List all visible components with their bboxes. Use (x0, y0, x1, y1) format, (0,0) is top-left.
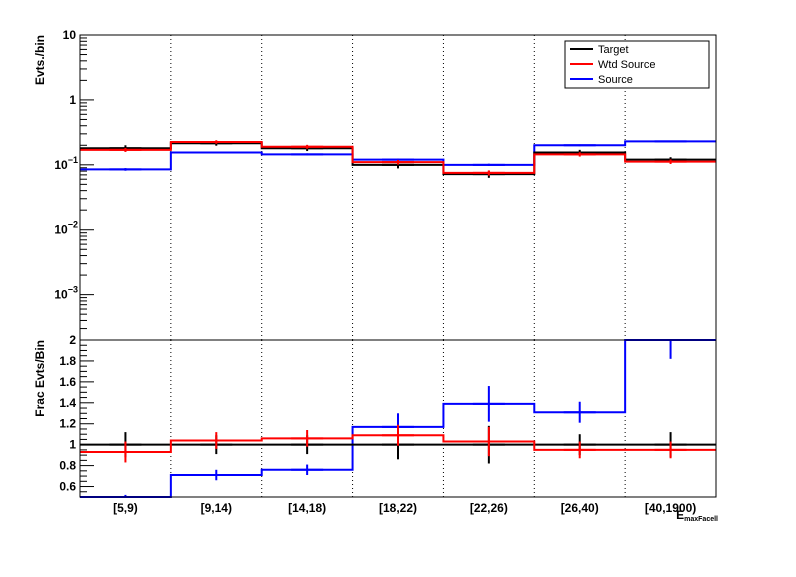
x-tick-label: [18,22) (379, 501, 417, 515)
bottom-plot-frame (79, 339, 717, 498)
tick-base: 10 (54, 223, 68, 237)
legend-entries: Target Wtd Source Source (570, 44, 655, 86)
x-axis-title: EmaxFacell (676, 508, 718, 523)
top-y-tick-label: 10 (63, 28, 77, 42)
top-y-tick-label: 10−2 (54, 220, 78, 237)
bottom-y-tick-label: 1.2 (59, 417, 76, 431)
bottom-y-tick-label: 0.6 (59, 480, 76, 494)
bottom-y-tick-label: 0.8 (59, 459, 76, 473)
bottom-y-tick-label: 1.6 (59, 375, 76, 389)
series-source (80, 140, 716, 171)
bottom-y-tick-label: 1.8 (59, 354, 76, 368)
legend-label: Target (598, 44, 629, 56)
top-y-axis-title: Evts./bin (33, 35, 47, 85)
bottom-panel: 0.6 0.8 1 1.2 1.4 1.6 1.8 2 Frac Evts/Bin [5,9)… (33, 333, 718, 523)
x-tick-label: [5,9) (113, 501, 138, 515)
tick-base: 10 (54, 158, 68, 172)
tick-exponent: −1 (68, 155, 78, 165)
tick-base: 10 (54, 288, 68, 302)
x-tick-label: [40,1900) (645, 501, 696, 515)
tick-base: 10 (63, 28, 77, 42)
bottom-y-tick-label: 1 (69, 438, 76, 452)
legend-label: Source (598, 74, 633, 86)
legend: Target Wtd Source Source (564, 40, 710, 89)
series-wtd-source (80, 424, 716, 463)
x-tick-label: [14,18) (288, 501, 326, 515)
tick-exponent: −3 (68, 285, 78, 295)
x-axis-title-main: E (676, 508, 684, 522)
x-tick-label: [26,40) (561, 501, 599, 515)
x-tick-labels: [5,9) [9,14) [14,18) [18,22) [22,26) [26,40) [… (113, 501, 696, 515)
tick-exponent: −2 (68, 220, 78, 230)
top-y-tick-label: 1 (69, 93, 76, 107)
tick-base: 1 (69, 93, 76, 107)
x-axis-title-sub: maxFacell (684, 516, 718, 523)
top-series (80, 140, 716, 178)
series-wtd-source (80, 140, 716, 176)
bottom-y-axis-title: Frac Evts/Bin (33, 340, 47, 417)
bottom-y-tick-label: 2 (69, 333, 76, 347)
series-step-line (80, 434, 716, 453)
top-y-tick-label: 10−1 (54, 155, 78, 172)
top-y-tick-label: 10−3 (54, 285, 78, 302)
legend-label: Wtd Source (598, 59, 655, 71)
x-tick-label: [22,26) (470, 501, 508, 515)
bottom-y-ticks: 0.6 0.8 1 1.2 1.4 1.6 1.8 2 (59, 333, 94, 498)
top-grid (170, 35, 626, 340)
x-tick-label: [9,14) (201, 501, 232, 515)
bottom-y-tick-label: 1.4 (59, 396, 76, 410)
